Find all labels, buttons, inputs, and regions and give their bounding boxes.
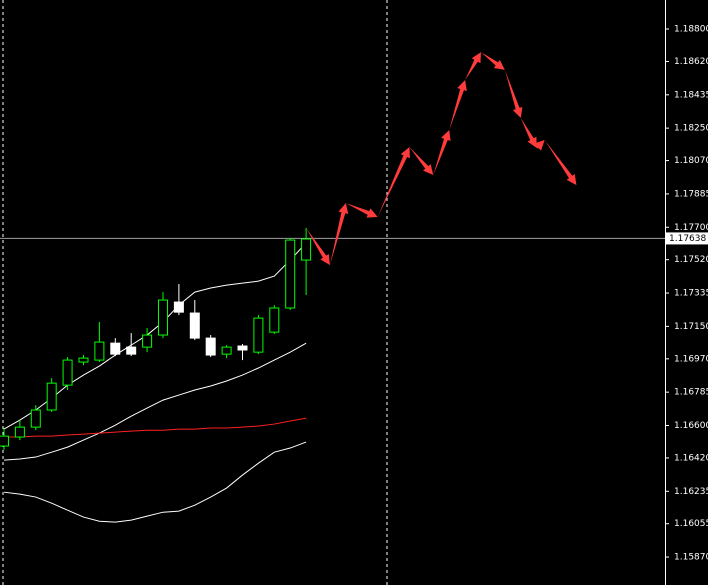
candle-body [269, 307, 280, 333]
indicator-line [3, 417, 307, 438]
forecast-arrow [544, 140, 577, 186]
y-tick-label: 1.16055 [674, 519, 708, 529]
candle-body [205, 337, 216, 356]
y-tick-label: 1.18435 [674, 90, 708, 100]
candle-body [78, 357, 89, 363]
candle-body [253, 317, 264, 353]
candle-body [285, 239, 296, 309]
candle-body [0, 435, 9, 447]
current-price-box [666, 232, 708, 245]
y-tick-label: 1.18800 [674, 25, 708, 35]
indicator-line [3, 342, 307, 461]
forecast-arrow [504, 69, 523, 119]
candle-body [14, 426, 25, 438]
candle-body [221, 346, 232, 355]
y-tick-label: 1.16235 [674, 487, 708, 497]
forecast-arrow [449, 80, 467, 130]
forecast-arrow [481, 52, 505, 70]
y-tick-label: 1.15870 [674, 553, 708, 563]
forecast-arrow [345, 203, 378, 218]
forecast-arrow [306, 227, 330, 266]
y-tick-label: 1.16970 [674, 354, 708, 364]
y-tick-label: 1.16600 [674, 421, 708, 431]
candle-body [110, 342, 121, 355]
y-tick-label: 1.18250 [674, 124, 708, 134]
candle-body [173, 301, 184, 313]
candle-body [62, 359, 73, 386]
candle-body [301, 238, 312, 261]
forecast-arrow [534, 140, 545, 151]
y-tick-label: 1.17335 [674, 289, 708, 299]
y-tick-label: 1.18070 [674, 156, 708, 166]
y-tick-label: 1.17700 [674, 223, 708, 233]
forecast-arrow [377, 147, 410, 217]
indicator-line [3, 441, 307, 523]
y-tick-label: 1.18620 [674, 57, 708, 67]
y-tick-label: 1.16785 [674, 388, 708, 398]
candle-body [126, 346, 137, 355]
candle-body [46, 382, 57, 411]
forecast-arrow [409, 147, 434, 175]
y-tick-label: 1.17150 [674, 322, 708, 332]
candle-body [94, 341, 105, 361]
candle-body [142, 334, 153, 348]
y-tick-label: 1.17520 [674, 255, 708, 265]
forecast-arrow [520, 118, 537, 148]
candle-body [30, 409, 41, 428]
y-tick-label: 1.17885 [674, 189, 708, 199]
candle-body [157, 299, 168, 336]
candle-body [189, 312, 200, 339]
current-price-label: 1.17638 [669, 234, 706, 244]
forecast-arrow [433, 129, 451, 175]
candle-body [237, 345, 248, 351]
forecast-arrow [465, 52, 482, 81]
y-tick-label: 1.16420 [674, 453, 708, 463]
forecast-arrow [329, 203, 349, 266]
